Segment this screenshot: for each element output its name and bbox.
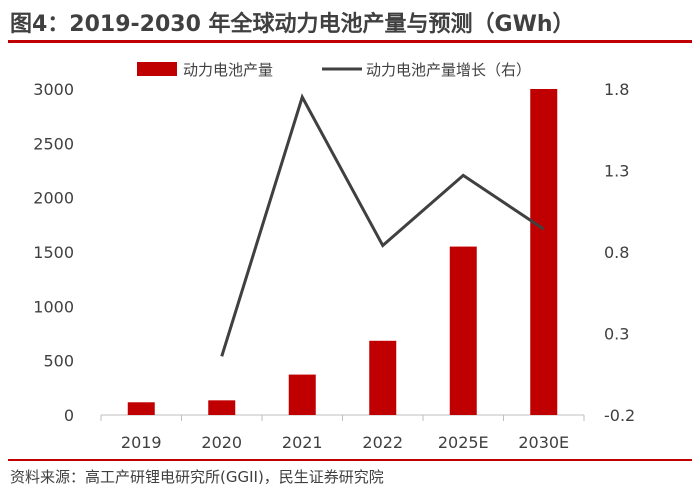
x-tick-label: 2020: [201, 433, 242, 452]
legend-label-line: 动力电池产量增长（右）: [366, 61, 531, 79]
bar: [369, 340, 397, 415]
y-right-tick-label: -0.2: [604, 406, 635, 425]
source-divider: [8, 459, 692, 461]
y-left-tick-label: 3000: [33, 80, 74, 99]
y-left-tick-label: 2000: [33, 189, 74, 208]
title-divider: [8, 40, 692, 43]
y-right-tick-label: 1.8: [604, 80, 629, 99]
x-tick-label: 2025E: [438, 433, 489, 452]
bar: [208, 400, 236, 415]
y-right-tick-label: 0.8: [604, 243, 629, 262]
line-series: [220, 93, 545, 357]
bar: [288, 374, 316, 415]
chart-title: 图4：2019-2030 年全球动力电池产量与预测（GWh）: [10, 12, 575, 37]
legend-swatch-bar: [137, 62, 177, 76]
bar-series: [127, 89, 558, 415]
x-tick-label: 2030E: [518, 433, 569, 452]
y-left-tick-label: 2500: [33, 134, 74, 153]
x-tick-label: 2021: [282, 433, 323, 452]
x-tick-label: 2019: [121, 433, 162, 452]
bar: [530, 89, 558, 415]
y-left-tick-label: 1000: [33, 297, 74, 316]
source-note: 资料来源：高工产研锂电研究所(GGII)，民生证券研究院: [10, 468, 384, 486]
legend-label-bar: 动力电池产量: [183, 61, 273, 79]
bar: [449, 246, 477, 415]
growth-line: [220, 93, 545, 357]
x-tick-label: 2022: [362, 433, 403, 452]
y-left-tick-label: 0: [64, 406, 74, 425]
y-right-tick-label: 1.3: [604, 162, 629, 181]
chart-axes: 2019 2020 2021 2022 2025E 2030E 0 500 1000 1500 20…: [33, 80, 635, 452]
y-left-tick-label: 500: [43, 352, 74, 371]
bar: [127, 402, 155, 415]
y-left-tick-label: 1500: [33, 243, 74, 262]
y-right-tick-label: 0.3: [604, 325, 629, 344]
chart-legend: 动力电池产量 动力电池产量增长（右）: [137, 61, 531, 79]
